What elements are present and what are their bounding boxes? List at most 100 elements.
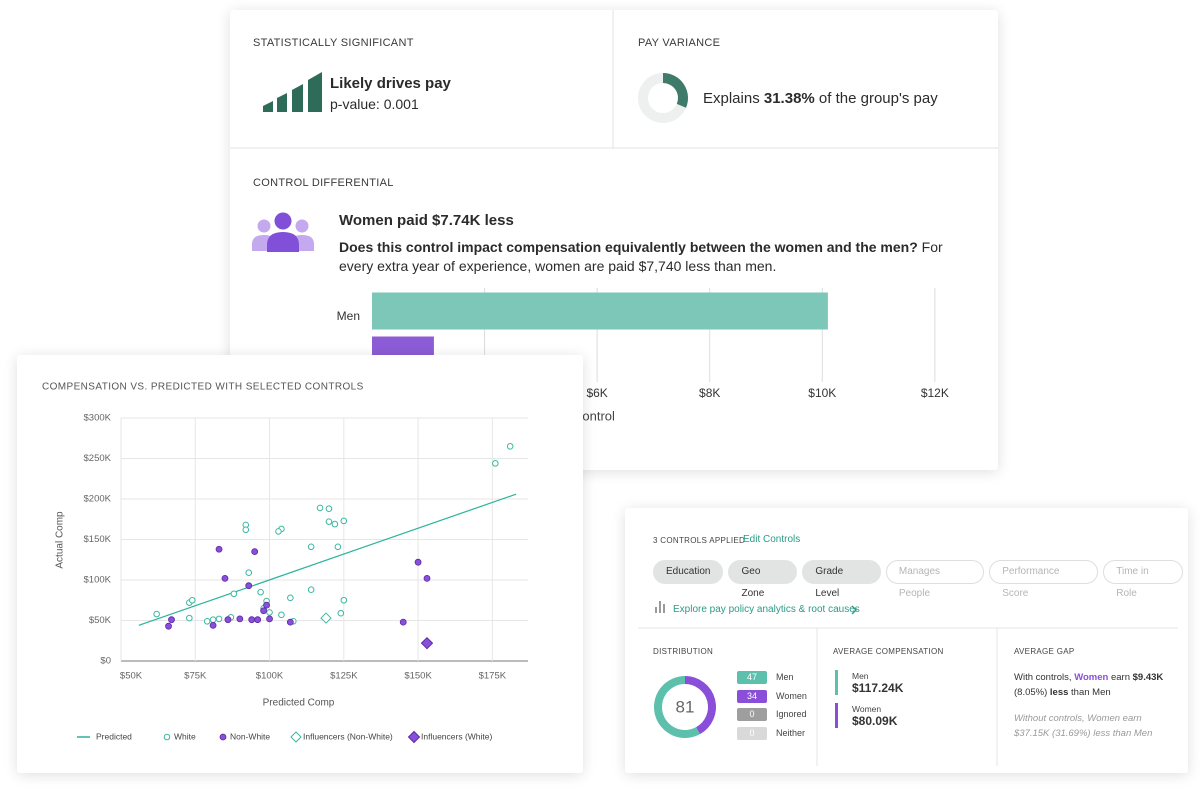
point bbox=[221, 574, 229, 582]
point bbox=[420, 636, 434, 650]
point bbox=[492, 460, 499, 467]
control-chip[interactable]: Geo Zone bbox=[728, 560, 798, 599]
y-axis-label: Actual Comp bbox=[55, 511, 66, 569]
direction: less bbox=[1049, 687, 1069, 698]
x-tick-label: $75K bbox=[184, 671, 207, 682]
point bbox=[209, 621, 217, 629]
significance-icon bbox=[263, 72, 322, 112]
point bbox=[257, 588, 264, 596]
point bbox=[215, 615, 223, 623]
point bbox=[275, 528, 282, 535]
point bbox=[423, 574, 431, 582]
point bbox=[242, 526, 250, 534]
x-tick-label: $10K bbox=[808, 386, 836, 400]
text: With controls, bbox=[1014, 672, 1072, 683]
control-chip[interactable]: Grade Level bbox=[802, 560, 881, 599]
count-badge: 34 bbox=[737, 689, 767, 703]
point bbox=[263, 601, 270, 609]
legend-swatch bbox=[163, 733, 171, 741]
point bbox=[316, 504, 324, 512]
y-tick-label: $100K bbox=[84, 575, 112, 586]
legend-label: Predicted bbox=[96, 731, 132, 741]
scatter-card: COMPENSATION VS. PREDICTED WITH SELECTED… bbox=[17, 355, 583, 773]
legend-swatch bbox=[290, 731, 302, 743]
point bbox=[236, 615, 244, 623]
point bbox=[153, 610, 160, 618]
point bbox=[186, 614, 193, 622]
differential-headline: Women paid $7.74K less bbox=[339, 212, 514, 229]
edit-controls-link[interactable]: Edit Controls bbox=[743, 534, 801, 545]
explanation: For every extra year of experience, wome… bbox=[339, 239, 943, 274]
count-badge: 47 bbox=[737, 671, 767, 684]
y-tick-label: $200K bbox=[84, 494, 112, 505]
question: Does this control impact compensation eq… bbox=[339, 239, 918, 255]
point bbox=[215, 545, 223, 553]
point bbox=[340, 596, 348, 604]
point bbox=[325, 505, 333, 513]
x-tick-label: $12K bbox=[921, 386, 949, 400]
point bbox=[334, 543, 342, 551]
text: of the group's pay bbox=[818, 90, 938, 107]
group-value: $80.09K bbox=[852, 714, 898, 728]
group-accent bbox=[835, 670, 838, 695]
donut-segment bbox=[654, 676, 700, 738]
y-tick-label: $50K bbox=[89, 615, 112, 626]
x-tick-label: $8K bbox=[699, 386, 720, 400]
control-chip[interactable]: Performance Score bbox=[989, 560, 1099, 599]
point bbox=[414, 558, 422, 566]
group-name: Women bbox=[852, 704, 882, 714]
section-label: DISTRIBUTION bbox=[653, 647, 714, 656]
point bbox=[337, 609, 345, 617]
pay-variance-text: Explains 31.38% of the group's pay bbox=[703, 90, 938, 107]
point bbox=[248, 616, 256, 624]
chevron bbox=[851, 605, 857, 615]
p-value: p-value: 0.001 bbox=[330, 96, 419, 112]
section-label: CONTROL DIFFERENTIAL bbox=[253, 177, 394, 189]
x-axis-label: Predicted Comp bbox=[263, 698, 335, 709]
text: Explains bbox=[703, 90, 760, 107]
legend-swatch bbox=[407, 730, 421, 744]
bar bbox=[372, 292, 828, 330]
scatter-chart: COMPENSATION VS. PREDICTED WITH SELECTED… bbox=[42, 382, 528, 744]
insight-graphics: $4K$6K$8K$10K$12KMenWomenControl bbox=[230, 10, 998, 423]
legend-swatch bbox=[219, 733, 227, 741]
explore-link[interactable]: Explore pay policy analytics & root caus… bbox=[673, 604, 860, 615]
count-badge: 0 bbox=[737, 726, 767, 740]
differential-text: Does this control impact compensation eq… bbox=[339, 238, 951, 276]
gap-without-controls: Without controls, Women earn $37.15K (31… bbox=[1014, 713, 1153, 739]
point bbox=[320, 612, 332, 624]
x-tick-label: $175K bbox=[479, 671, 507, 682]
chart-title: COMPENSATION VS. PREDICTED WITH SELECTED… bbox=[42, 382, 364, 393]
count-label: Ignored bbox=[776, 709, 807, 719]
y-tick-label: $250K bbox=[84, 453, 112, 464]
count-badge: 0 bbox=[737, 708, 767, 721]
point bbox=[286, 618, 294, 626]
legend-label: White bbox=[174, 731, 196, 741]
section-label: PAY VARIANCE bbox=[638, 37, 721, 49]
y-tick-label: $150K bbox=[84, 534, 112, 545]
point bbox=[506, 443, 514, 450]
distribution-total: 81 bbox=[676, 697, 695, 716]
point bbox=[224, 616, 232, 624]
group-accent bbox=[835, 703, 838, 728]
legend-label: Influencers (Non-White) bbox=[303, 731, 393, 741]
x-tick-label: $150K bbox=[404, 671, 432, 682]
trend-line bbox=[138, 493, 517, 626]
point bbox=[307, 543, 315, 551]
point bbox=[325, 518, 333, 525]
text: than Men bbox=[1071, 687, 1111, 698]
point bbox=[260, 607, 267, 615]
control-chip[interactable]: Time in Role bbox=[1103, 560, 1183, 599]
category-label: Men bbox=[337, 309, 360, 323]
controls-graphics: 81 bbox=[638, 601, 1178, 766]
point bbox=[165, 622, 172, 630]
x-tick-label: $6K bbox=[586, 386, 607, 400]
control-chip[interactable]: Manages People bbox=[885, 560, 985, 599]
amount: $9.43K bbox=[1132, 672, 1164, 683]
count-label: Women bbox=[776, 690, 807, 701]
text: earn bbox=[1110, 672, 1130, 683]
donut-segment bbox=[684, 676, 716, 735]
point bbox=[399, 618, 407, 626]
control-chip[interactable]: Education bbox=[653, 560, 724, 584]
